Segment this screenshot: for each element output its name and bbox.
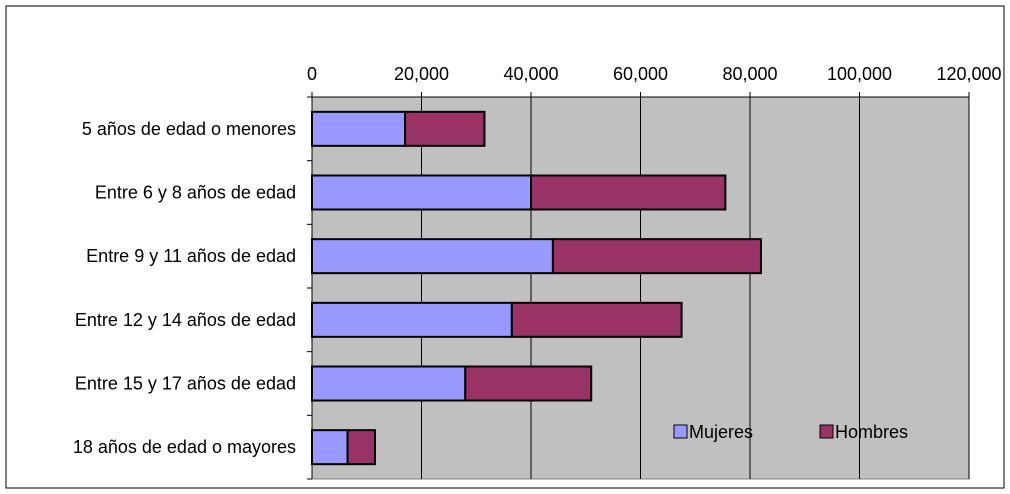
legend-swatch-hombres xyxy=(819,424,834,439)
x-tick-label-5: 100,000 xyxy=(827,64,892,84)
category-label-1: Entre 6 y 8 años de edad xyxy=(95,183,296,203)
bar-mujeres-1 xyxy=(311,174,532,211)
legend-label-hombres: Hombres xyxy=(835,422,908,442)
category-label-0: 5 años de edad o menores xyxy=(82,119,296,139)
plot-area: 0 20,000 40,000 60,000 80,000 100,000 120,000 5… xyxy=(73,64,1002,480)
x-tick-label-4: 80,000 xyxy=(722,64,777,84)
x-tick-label-0: 0 xyxy=(307,64,317,84)
bar-hombres-1 xyxy=(530,174,727,211)
legend-swatch-mujeres xyxy=(673,424,688,439)
x-tick-label-6: 120,000 xyxy=(936,64,1001,84)
x-tick-label-3: 60,000 xyxy=(613,64,668,84)
bar-hombres-3 xyxy=(510,301,683,338)
x-tick-label-1: 20,000 xyxy=(394,64,449,84)
bar-hombres-0 xyxy=(404,110,486,147)
bar-hombres-5 xyxy=(346,429,376,466)
bar-mujeres-5 xyxy=(311,429,349,466)
bar-mujeres-2 xyxy=(311,238,554,275)
x-tick-label-2: 40,000 xyxy=(503,64,558,84)
bar-mujeres-0 xyxy=(311,110,407,147)
bar-mujeres-3 xyxy=(311,301,513,338)
legend: Mujeres Hombres xyxy=(673,422,908,442)
bar-hombres-4 xyxy=(464,365,593,402)
category-label-3: Entre 12 y 14 años de edad xyxy=(75,310,296,330)
bar-hombres-2 xyxy=(551,238,762,275)
category-label-4: Entre 15 y 17 años de edad xyxy=(75,374,296,394)
category-label-2: Entre 9 y 11 años de edad xyxy=(86,246,296,266)
legend-label-mujeres: Mujeres xyxy=(689,422,753,442)
bar-mujeres-4 xyxy=(311,365,467,402)
category-label-5: 18 años de edad o mayores xyxy=(73,437,296,457)
